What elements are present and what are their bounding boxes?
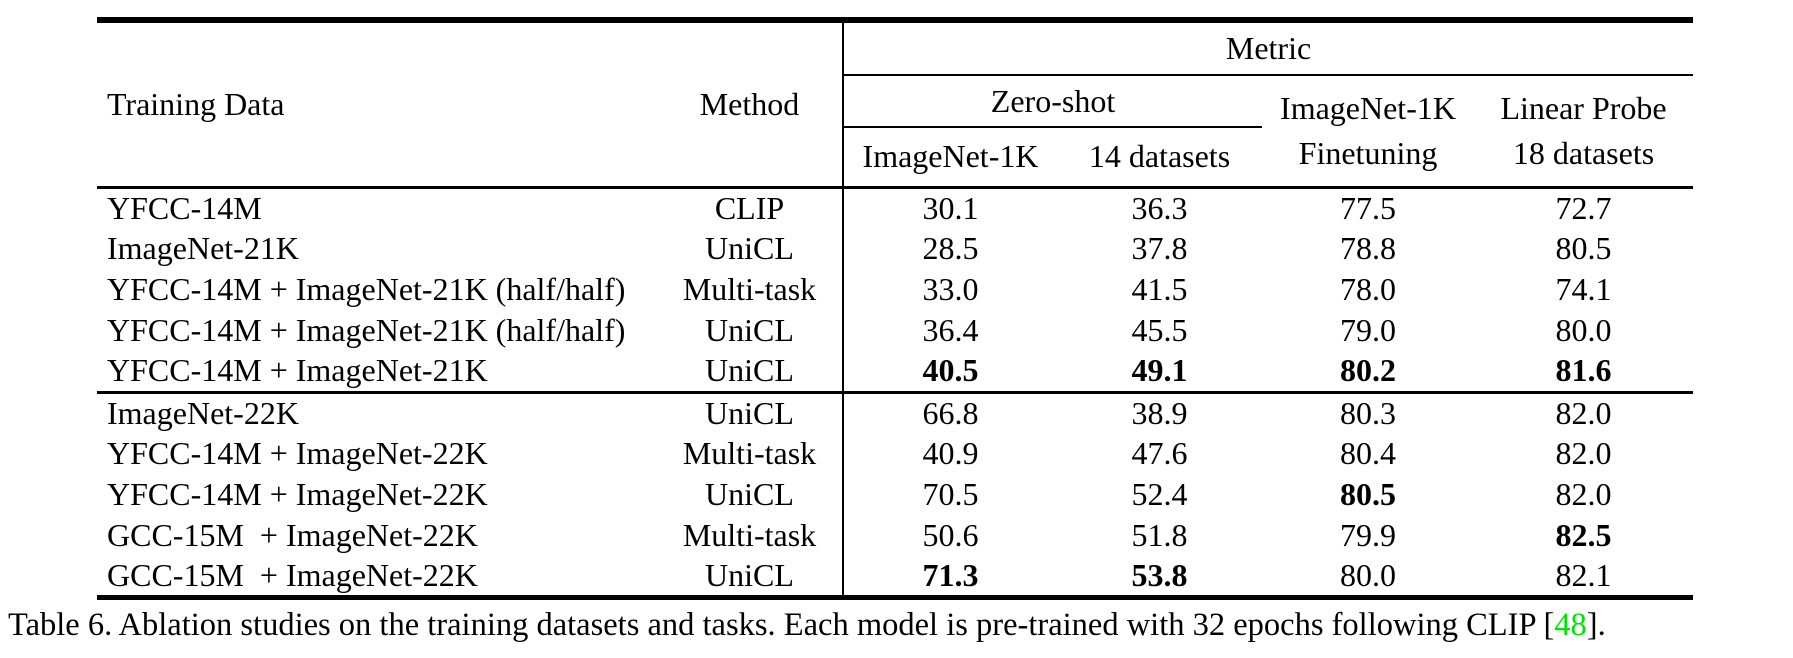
- header-imagenet-finetuning: ImageNet-1K Finetuning: [1262, 75, 1474, 189]
- table-row: YFCC-14M + ImageNet-21K UniCL 40.5 49.1 …: [97, 351, 1693, 392]
- cell-zeroshot-in1k: 66.8: [842, 390, 1057, 433]
- cell-method: Multi-task: [682, 517, 817, 553]
- cell-zeroshot-14ds: 38.9: [1057, 390, 1262, 433]
- cell-method: UniCL: [657, 556, 843, 600]
- header-finetune-line2: Finetuning: [1298, 134, 1438, 171]
- section-2: ImageNet-22K UniCL 66.8 38.9 80.3 82.0 Y…: [97, 390, 1694, 600]
- cell-method: UniCL: [657, 390, 843, 433]
- cell-training-data: YFCC-14M + ImageNet-22K: [107, 476, 488, 512]
- cell-method: UniCL: [705, 312, 794, 348]
- cell-zeroshot-in1k: 50.6: [842, 515, 1057, 556]
- cell-zeroshot-in1k: 33.0: [842, 269, 1057, 310]
- cell-training-data: YFCC-14M + ImageNet-21K (half/half): [107, 312, 626, 348]
- table-row: ImageNet-21K UniCL 28.5 37.8 78.8 80.5: [97, 228, 1693, 269]
- cell-linear-probe: 74.1: [1555, 271, 1612, 307]
- cell-training-data: YFCC-14M + ImageNet-21K: [107, 352, 488, 389]
- cell-zeroshot-14ds: 52.4: [1131, 476, 1188, 512]
- citation-link-48[interactable]: 48: [1554, 606, 1587, 643]
- header-row-zero-shot-subcols: ImageNet-1K 14 datasets: [97, 127, 1693, 189]
- table-row: GCC-15M + ImageNet-22K UniCL 71.3 53.8 8…: [97, 556, 1694, 600]
- cell-linear-probe: 72.7: [1555, 189, 1612, 226]
- header-row-subgroups: Zero-shot ImageNet-1K Finetuning Linear P…: [97, 75, 1694, 189]
- cell-finetune: 80.4: [1340, 435, 1396, 471]
- cell-zeroshot-in1k: 36.4: [842, 310, 1057, 351]
- cell-finetune: 80.0: [1262, 556, 1474, 600]
- table-row: ImageNet-22K UniCL 66.8 38.9 80.3 82.0: [97, 390, 1694, 433]
- cell-zeroshot-14ds: 51.8: [1131, 517, 1188, 553]
- cell-zeroshot-in1k: 70.5: [842, 474, 1057, 515]
- ablation-table: Training Data Method Metric Zero-shot Im…: [97, 17, 1694, 600]
- cell-method: UniCL: [705, 230, 794, 266]
- cell-zeroshot-14ds: 53.8: [1057, 556, 1262, 600]
- table-row: YFCC-14M + ImageNet-21K (half/half) Mult…: [97, 269, 1693, 310]
- cell-linear-probe: 81.6: [1555, 352, 1612, 389]
- cell-zeroshot-in1k: 40.9: [842, 433, 1057, 474]
- table-row: YFCC-14M + ImageNet-22K Multi-task 40.9 …: [97, 433, 1693, 474]
- cell-linear-probe: 80.5: [1555, 230, 1612, 266]
- cell-zeroshot-14ds: 41.5: [1131, 271, 1188, 307]
- table-row: GCC-15M + ImageNet-22K Multi-task 50.6 5…: [97, 515, 1693, 556]
- cell-linear-probe: 82.1: [1474, 556, 1694, 600]
- header-training-data: Training Data: [97, 17, 657, 189]
- table-row: YFCC-14M + ImageNet-21K (half/half) UniC…: [97, 310, 1693, 351]
- table-header: Training Data Method Metric Zero-shot Im…: [97, 17, 1694, 189]
- cell-zeroshot-in1k: 40.5: [842, 351, 1057, 392]
- header-zero-shot-14datasets: 14 datasets: [1057, 127, 1262, 189]
- cell-finetune: 80.5: [1340, 476, 1396, 512]
- cell-finetune: 78.8: [1340, 230, 1396, 266]
- cell-zeroshot-14ds: 37.8: [1131, 230, 1188, 266]
- cell-training-data: YFCC-14M + ImageNet-22K: [107, 435, 488, 471]
- cell-training-data: GCC-15M + ImageNet-22K: [97, 556, 657, 600]
- cell-finetune: 77.5: [1340, 189, 1396, 226]
- cell-zeroshot-14ds: 36.3: [1131, 189, 1188, 226]
- header-linear-line1: Linear Probe: [1500, 89, 1667, 126]
- cell-training-data: ImageNet-22K: [97, 390, 657, 433]
- table-row: YFCC-14M CLIP 30.1 36.3 77.5 72.7: [97, 187, 1693, 228]
- cell-linear-probe: 82.5: [1555, 517, 1612, 553]
- cell-finetune: 80.3: [1262, 390, 1474, 433]
- section-1: YFCC-14M CLIP 30.1 36.3 77.5 72.7 ImageN…: [97, 187, 1693, 392]
- cell-training-data: YFCC-14M: [107, 189, 262, 226]
- header-zero-shot-imagenet: ImageNet-1K: [842, 127, 1057, 189]
- cell-linear-probe: 82.0: [1555, 435, 1612, 471]
- header-metric-group: Metric: [841, 17, 1694, 76]
- cell-finetune: 78.0: [1340, 271, 1396, 307]
- cell-training-data: ImageNet-21K: [107, 230, 299, 266]
- cell-zeroshot-in1k: 28.5: [842, 228, 1057, 269]
- caption-suffix: ].: [1586, 606, 1606, 643]
- cell-zeroshot-14ds: 49.1: [1131, 352, 1188, 389]
- header-linear-probe: Linear Probe 18 datasets: [1474, 75, 1694, 189]
- cell-finetune: 80.2: [1340, 352, 1396, 389]
- cell-finetune: 79.0: [1340, 312, 1396, 348]
- header-method: Method: [657, 17, 843, 189]
- cell-zeroshot-14ds: 45.5: [1131, 312, 1188, 348]
- cell-linear-probe: 82.0: [1555, 476, 1612, 512]
- cell-method: Multi-task: [682, 435, 817, 471]
- cell-finetune: 79.9: [1340, 517, 1396, 553]
- cell-method: CLIP: [714, 189, 785, 226]
- cell-method: Multi-task: [682, 271, 817, 307]
- cell-method: UniCL: [705, 476, 794, 512]
- cell-linear-probe: 80.0: [1555, 312, 1612, 348]
- cell-zeroshot-14ds: 47.6: [1131, 435, 1188, 471]
- caption-text: Table 6. Ablation studies on the trainin…: [8, 606, 1555, 643]
- cell-training-data: YFCC-14M + ImageNet-21K (half/half): [107, 271, 626, 307]
- header-finetune-line1: ImageNet-1K: [1280, 89, 1456, 126]
- header-row-metric-group: Training Data Method Metric: [97, 17, 1694, 189]
- cell-training-data: GCC-15M + ImageNet-22K: [107, 517, 478, 553]
- table-caption: Table 6. Ablation studies on the trainin…: [8, 607, 1793, 644]
- cell-linear-probe: 82.0: [1474, 390, 1694, 433]
- header-linear-line2: 18 datasets: [1512, 134, 1655, 171]
- cell-zeroshot-in1k: 71.3: [842, 556, 1057, 600]
- cell-method: UniCL: [705, 352, 794, 389]
- header-zero-shot-group: Zero-shot: [842, 75, 1262, 128]
- table-row: YFCC-14M + ImageNet-22K UniCL 70.5 52.4 …: [97, 474, 1693, 515]
- cell-zeroshot-in1k: 30.1: [842, 187, 1057, 228]
